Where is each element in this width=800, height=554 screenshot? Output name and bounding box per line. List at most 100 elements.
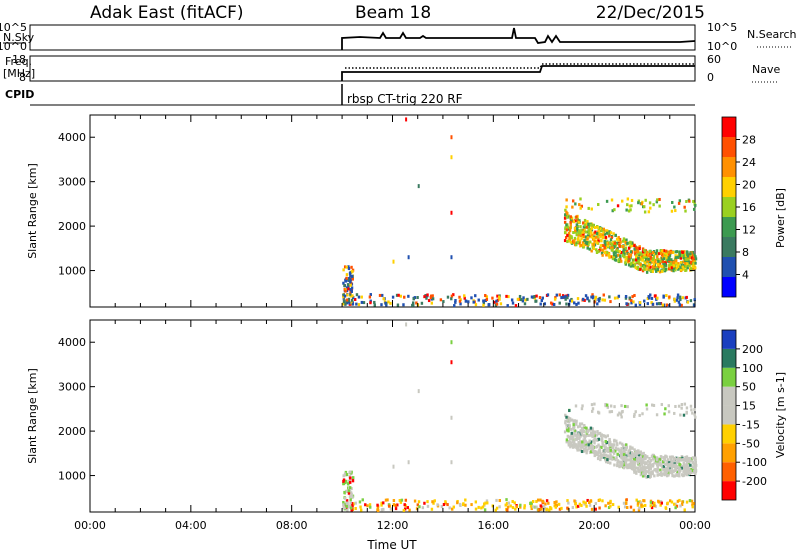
data-cell (538, 296, 542, 300)
data-cell (567, 416, 570, 420)
data-cell (682, 463, 686, 467)
data-cell (665, 249, 668, 253)
data-cell (677, 201, 681, 205)
data-cell (620, 453, 624, 457)
data-cell (407, 255, 410, 260)
data-cell (602, 230, 605, 234)
data-cell (392, 464, 395, 469)
data-cell (678, 250, 681, 254)
data-cell (604, 235, 608, 239)
data-cell (360, 300, 364, 304)
data-cell (649, 206, 652, 210)
data-cell (523, 504, 526, 508)
data-cell (642, 468, 645, 472)
data-cell (651, 302, 655, 306)
y-tick-label: 1000 (58, 265, 86, 278)
data-cell (573, 429, 577, 433)
colorbar-cell (722, 197, 736, 217)
data-cell (408, 508, 411, 512)
data-cell (599, 455, 603, 459)
data-cell (579, 448, 583, 452)
data-cell (675, 259, 678, 263)
data-cell (589, 433, 592, 437)
data-cell (687, 467, 691, 471)
data-cell (690, 256, 694, 260)
data-cell (662, 267, 666, 271)
data-cell (601, 235, 605, 239)
velocity-xticks: 00:00 04:00 08:00 12:00 16:00 20:00 00:00 (74, 320, 711, 532)
data-cell (626, 249, 629, 253)
data-cell (619, 462, 623, 466)
data-cell (642, 499, 645, 503)
data-cell (589, 426, 593, 430)
data-cell (601, 233, 604, 237)
data-cell (561, 294, 565, 298)
data-cell (659, 472, 662, 476)
data-cell (676, 296, 679, 300)
data-cell (633, 468, 636, 472)
data-cell (575, 419, 578, 423)
data-cell (352, 502, 355, 506)
data-cell (644, 253, 647, 257)
data-cell (450, 255, 453, 260)
colorbar-cell (722, 330, 736, 349)
data-cell (632, 456, 635, 460)
data-cell (627, 451, 630, 455)
data-cell (351, 479, 355, 483)
nsky-panel: N.Sky 10^5 10^0 N.Search 10^5 10^0 (0, 21, 797, 53)
data-cell (635, 459, 639, 463)
data-cell (694, 255, 697, 259)
data-cell (586, 220, 589, 224)
data-cell (342, 482, 345, 486)
data-cell (692, 502, 695, 506)
data-cell (636, 266, 640, 270)
data-cell (577, 236, 580, 240)
data-cell (649, 472, 652, 476)
data-cell (633, 244, 636, 248)
data-cell (349, 491, 353, 495)
data-cell (491, 504, 494, 508)
data-cell (343, 472, 347, 476)
data-cell (611, 446, 615, 450)
data-cell (509, 504, 512, 508)
data-cell (612, 250, 616, 254)
data-cell (462, 502, 465, 506)
data-cell (667, 461, 671, 465)
data-cell (664, 267, 667, 271)
data-cell (581, 232, 585, 236)
power-colorbar-ticks: 28 24 20 16 12 8 4 (736, 134, 756, 282)
data-cell (373, 300, 376, 304)
data-cell (614, 243, 618, 247)
data-cell (681, 267, 685, 271)
data-cell (678, 295, 682, 299)
colorbar-tick-label: -15 (742, 418, 760, 431)
data-cell (609, 300, 612, 304)
data-cell (618, 250, 622, 254)
data-cell (567, 429, 570, 433)
data-cell (532, 505, 535, 509)
data-cell (689, 459, 692, 463)
data-cell (617, 505, 620, 509)
data-cell (605, 229, 609, 233)
data-cell (674, 404, 677, 408)
data-cell (691, 261, 694, 265)
velocity-yticks: 1000 2000 3000 4000 (58, 336, 695, 483)
data-cell (576, 425, 580, 429)
data-cell (657, 263, 660, 267)
data-cell (458, 502, 462, 506)
y-tick-label: 1000 (58, 470, 86, 483)
data-cell (644, 455, 648, 459)
data-cell (643, 253, 646, 257)
data-cell (693, 463, 697, 467)
data-cell (615, 439, 618, 443)
data-cell (640, 202, 644, 206)
data-cell (565, 223, 568, 227)
data-cell (587, 447, 590, 451)
data-cell (581, 404, 584, 408)
data-cell (344, 470, 348, 474)
data-cell (467, 300, 470, 304)
data-cell (620, 250, 623, 254)
data-cell (603, 444, 606, 448)
data-cell (640, 462, 644, 466)
data-cell (474, 507, 478, 511)
